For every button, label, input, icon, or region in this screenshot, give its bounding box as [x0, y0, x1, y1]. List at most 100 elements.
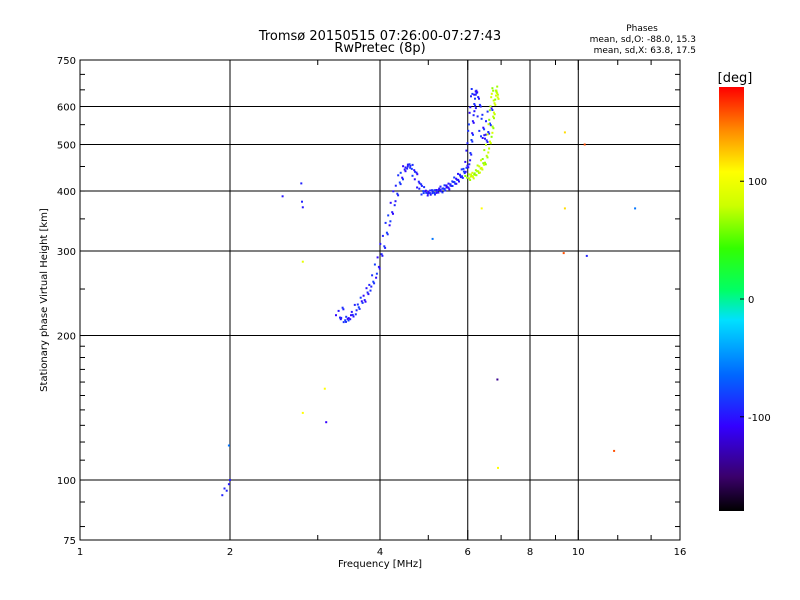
o-mode-point: [422, 190, 425, 193]
o-mode-point: [410, 167, 413, 170]
o-mode-point: [378, 267, 381, 270]
o-mode-point: [414, 170, 416, 173]
o-mode-point: [344, 319, 347, 322]
o-mode-point: [404, 166, 407, 169]
o-mode-point: [484, 137, 486, 140]
o-mode-point: [473, 93, 476, 96]
x-mode-point: [468, 177, 471, 180]
o-mode-point: [437, 191, 440, 194]
o-mode-point: [347, 319, 350, 322]
o-mode-point: [475, 89, 478, 92]
axis-ticks: [80, 60, 680, 540]
stats-heading: Phases: [626, 24, 658, 34]
o-mode-point: [403, 168, 406, 171]
o-mode-point: [399, 171, 402, 174]
o-mode-point: [465, 166, 468, 169]
o-mode-point: [353, 303, 356, 306]
o-mode-point: [384, 221, 387, 224]
o-mode-point: [339, 318, 342, 321]
o-mode-point: [445, 186, 448, 189]
o-mode-point: [360, 300, 363, 303]
o-mode-point: [470, 95, 472, 98]
o-mode-point: [364, 300, 367, 303]
o-mode-point: [472, 121, 475, 124]
o-mode-point: [439, 188, 442, 191]
o-mode-point: [481, 113, 484, 116]
x-mode-point: [474, 169, 477, 172]
stats-o-line: mean, sd,O: -88.0, 15.3: [590, 35, 696, 45]
o-mode-point: [365, 287, 368, 290]
scatter-point: [227, 444, 230, 447]
colorbar-ticks: 100 0 -100: [740, 177, 771, 424]
chart-subtitle: RwPretec (8p): [334, 41, 425, 56]
o-mode-point: [381, 234, 384, 237]
o-mode-point: [453, 176, 456, 179]
o-mode-point: [394, 184, 397, 187]
o-mode-point: [470, 88, 473, 90]
x-axis-label: Frequency [MHz]: [338, 559, 422, 570]
o-mode-point: [469, 159, 472, 162]
o-mode-point: [462, 167, 465, 170]
x-mode-point: [483, 163, 486, 166]
o-mode-point: [425, 191, 428, 194]
x-tick-label: 8: [527, 547, 533, 558]
o-mode-point: [448, 188, 451, 191]
o-mode-point: [383, 245, 386, 248]
x-mode-point: [488, 147, 491, 150]
grid-lines: [80, 60, 680, 540]
colorbar-tick-label: 100: [748, 177, 767, 188]
y-tick-label: 750: [57, 56, 76, 67]
x-mode-point: [495, 89, 498, 92]
o-mode-point: [483, 128, 486, 131]
o-mode-point: [470, 139, 473, 141]
x-mode-point: [496, 96, 499, 99]
o-mode-point: [416, 186, 419, 189]
x-mode-point: [477, 170, 480, 173]
plot-frame: [79, 59, 681, 541]
y-tick-label: 500: [57, 141, 76, 152]
o-mode-point: [471, 120, 474, 123]
o-mode-point: [431, 192, 434, 195]
x-mode-point: [492, 89, 495, 92]
o-mode-point: [470, 153, 473, 156]
o-mode-point: [478, 129, 481, 132]
colorbar-label: [deg]: [718, 71, 753, 86]
scatter-point: [496, 378, 499, 381]
x-mode-point: [493, 113, 496, 116]
x-mode-point: [483, 149, 486, 152]
x-mode-point: [487, 151, 490, 154]
o-mode-point: [376, 256, 379, 259]
o-mode-point: [367, 293, 370, 296]
o-mode-point: [387, 214, 390, 217]
o-mode-point: [363, 299, 366, 302]
o-mode-point: [354, 313, 357, 316]
o-mode-point: [474, 97, 476, 100]
x-mode-point: [485, 154, 488, 157]
o-mode-point: [478, 103, 481, 106]
o-mode-point: [436, 190, 439, 193]
o-mode-point: [385, 231, 388, 234]
o-mode-point: [482, 126, 485, 129]
x-mode-point: [471, 175, 474, 178]
scatter-point: [563, 207, 566, 210]
o-mode-point: [471, 92, 474, 95]
o-mode-point: [347, 317, 350, 320]
o-mode-point: [483, 134, 486, 137]
x-mode-point: [486, 133, 489, 136]
o-mode-point: [352, 315, 355, 318]
colorbar-tick-label: 0: [748, 295, 754, 306]
scatter-point: [221, 494, 224, 497]
o-mode-point: [433, 191, 436, 194]
o-mode-point: [478, 97, 480, 100]
o-mode-point: [356, 303, 359, 306]
x-tick-label: 6: [465, 547, 471, 558]
o-mode-point: [458, 173, 461, 176]
x-mode-point: [491, 131, 494, 134]
o-mode-point: [474, 107, 477, 110]
o-mode-point: [402, 165, 405, 168]
scatter-point: [583, 143, 586, 146]
o-mode-point: [355, 309, 358, 312]
o-mode-point: [370, 285, 373, 288]
stats-x-line: mean, sd,X: 63.8, 17.5: [594, 46, 696, 56]
